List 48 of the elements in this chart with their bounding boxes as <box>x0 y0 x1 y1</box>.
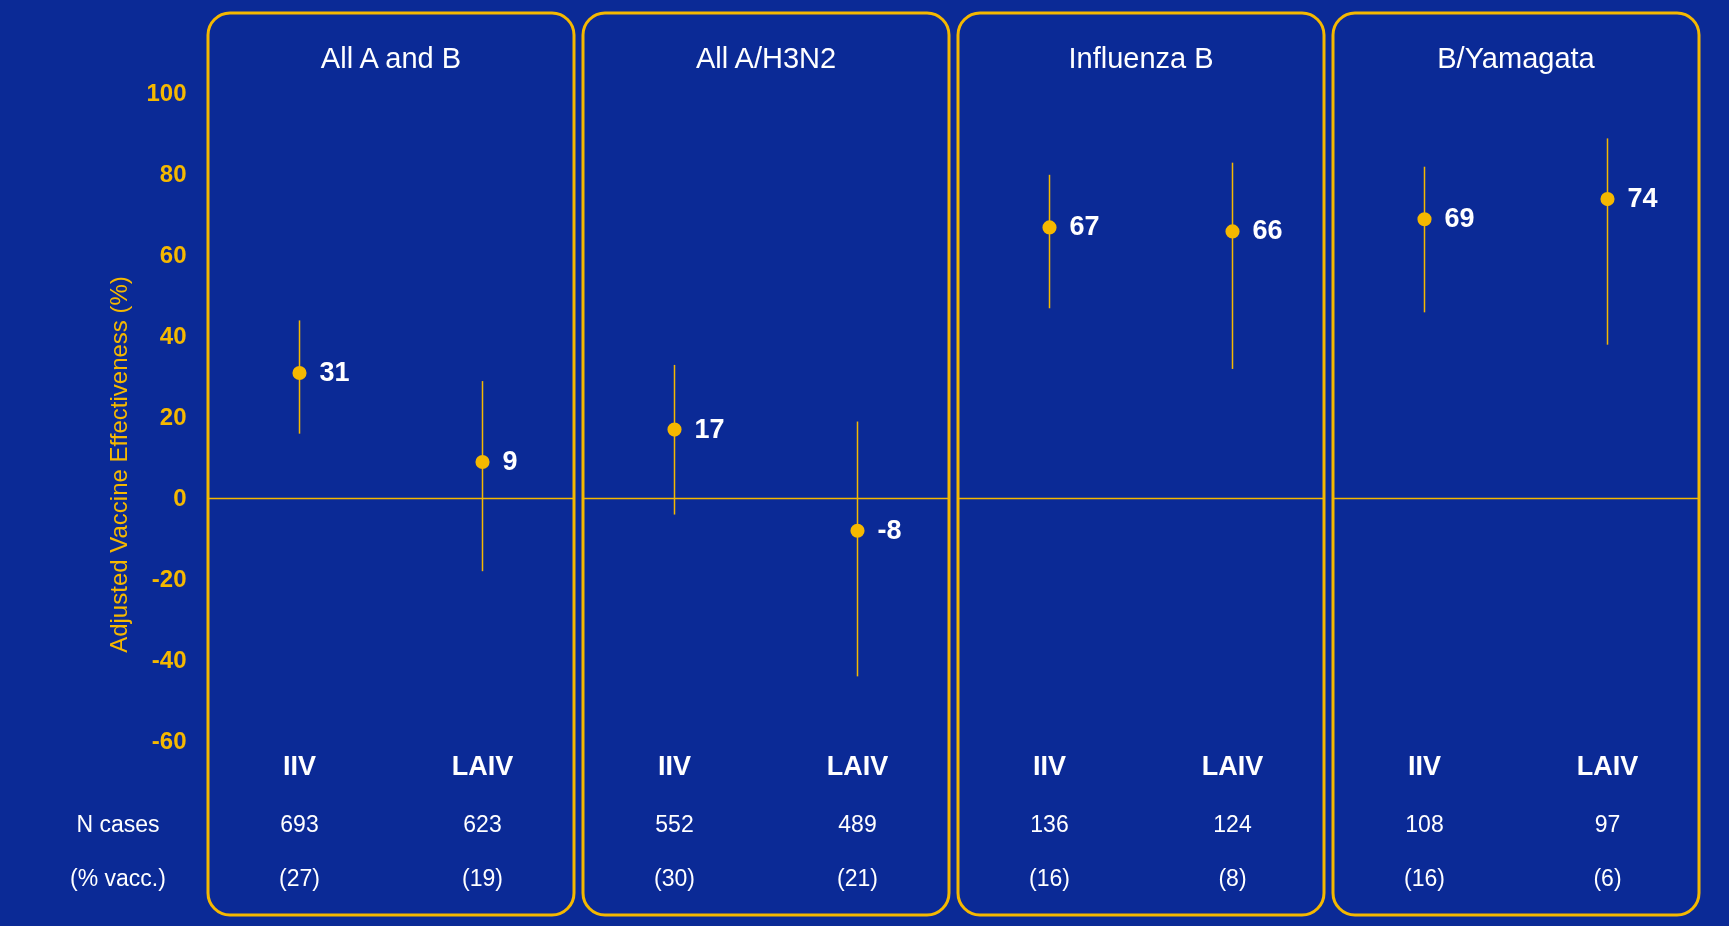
annotation: 489 <box>838 811 877 837</box>
annotation: 124 <box>1213 811 1252 837</box>
annotation: 623 <box>463 811 502 837</box>
annotation: (21) <box>837 865 878 891</box>
y-axis-title: Adjusted Vaccine Effectiveness (%) <box>105 276 133 653</box>
annotation: (30) <box>654 865 695 891</box>
y-tick-label: 0 <box>173 483 187 511</box>
data-label: 31 <box>319 356 350 387</box>
data-label: 17 <box>694 413 725 444</box>
annotation: (6) <box>1593 865 1622 891</box>
annotation: 136 <box>1030 811 1069 837</box>
x-tick-label: IIV <box>1032 751 1067 781</box>
text: B/Yamagata <box>1437 41 1596 74</box>
annotation: 108 <box>1405 811 1444 837</box>
y-tick-label: -20 <box>151 564 187 592</box>
text: Influenza B <box>1068 41 1214 74</box>
x-tick-label: IIV <box>282 751 317 781</box>
data-label: 9 <box>502 445 518 476</box>
y-tick-label: -60 <box>151 726 187 754</box>
annotation: (16) <box>1404 865 1445 891</box>
annotation: 693 <box>280 811 319 837</box>
y-tick-label: 40 <box>159 322 187 350</box>
x-tick-label: LAIV <box>1201 751 1264 781</box>
text: All A/H3N2 <box>695 41 837 74</box>
y-tick-label: 80 <box>159 160 187 188</box>
y-tick-label: 60 <box>159 241 187 269</box>
annotation: 552 <box>655 811 694 837</box>
data-label: 74 <box>1627 183 1658 214</box>
data-label: 67 <box>1069 211 1100 242</box>
text: (% vacc.) <box>70 865 166 891</box>
x-tick-label: LAIV <box>826 751 889 781</box>
y-tick-label: 100 <box>146 79 187 107</box>
data-label: 69 <box>1444 203 1475 234</box>
x-tick-label: IIV <box>1407 751 1442 781</box>
text: All A and B <box>320 41 462 74</box>
annotation: 97 <box>1594 811 1621 837</box>
y-tick-label: -40 <box>151 645 187 673</box>
annotation: (8) <box>1218 865 1247 891</box>
x-tick-label: LAIV <box>451 751 514 781</box>
data-label: -8 <box>877 514 902 545</box>
x-tick-label: IIV <box>657 751 692 781</box>
annotation: (19) <box>462 865 503 891</box>
x-tick-label: LAIV <box>1576 751 1639 781</box>
annotation: (16) <box>1029 865 1070 891</box>
y-tick-label: 20 <box>159 402 187 430</box>
text: N cases <box>76 811 160 837</box>
data-label: 66 <box>1252 215 1283 246</box>
annotation: (27) <box>279 865 320 891</box>
